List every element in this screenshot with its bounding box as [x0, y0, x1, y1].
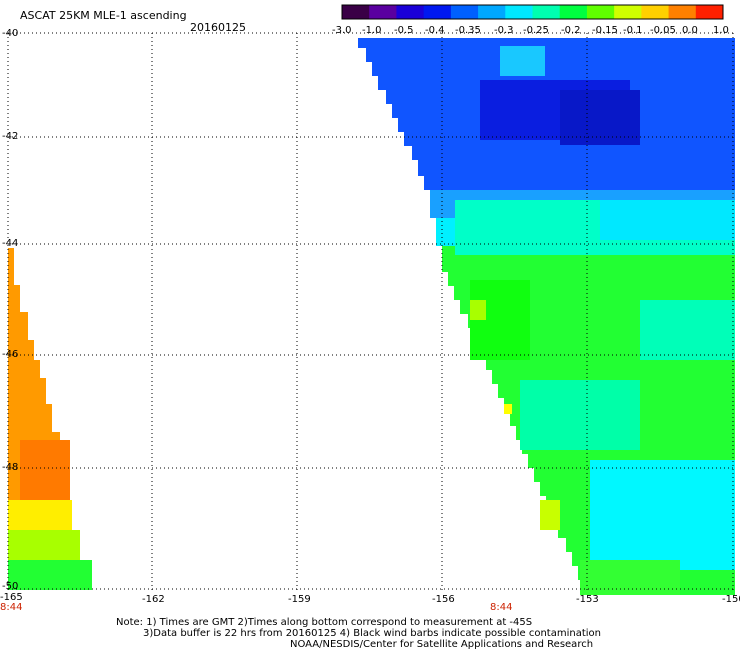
colorbar-swatch	[450, 5, 479, 19]
east-swath	[358, 38, 735, 595]
swath-yellow-band	[8, 500, 72, 530]
lat-label: -48	[2, 462, 19, 473]
colorbar-swatch	[423, 5, 452, 19]
colorbar-swatch	[369, 5, 397, 19]
cb-tick-1: -1.0	[362, 25, 382, 36]
lon-label: -153	[576, 594, 599, 605]
swath-yellow-patch	[504, 404, 512, 414]
colorbar-swatch	[641, 5, 670, 19]
swath-yellow-green-band	[8, 530, 80, 560]
colorbar-swatches	[342, 5, 724, 19]
swath-aqua-patch	[520, 380, 640, 450]
cb-tick-4: -0.35	[455, 25, 481, 36]
colorbar-swatch	[614, 5, 642, 19]
colorbar-swatch	[342, 5, 370, 19]
lat-label: -44	[2, 238, 19, 249]
west-swath	[8, 248, 92, 590]
colorbar-swatch	[586, 5, 615, 19]
time-label: 8:44	[0, 602, 23, 613]
cb-tick-2: -0.5	[394, 25, 414, 36]
note-line-2: 3)Data buffer is 22 hrs from 20160125 4)…	[143, 628, 601, 639]
lat-label: -50	[2, 581, 19, 592]
cb-tick-11: 0.0	[682, 25, 698, 36]
cb-tick-8: -0.15	[592, 25, 618, 36]
swath-deep-blue-patch	[560, 90, 640, 145]
colorbar-swatch	[695, 5, 724, 19]
colorbar	[341, 4, 724, 20]
date-label: 20160125	[190, 21, 246, 34]
swath-yellow-green-patch	[470, 300, 486, 320]
cb-tick-10: -0.05	[650, 25, 676, 36]
swath-yellow-green-patch	[540, 500, 560, 530]
cb-tick-0: -3.0	[332, 25, 352, 36]
cb-tick-6: -0.25	[523, 25, 549, 36]
lat-label: -42	[2, 131, 19, 142]
cb-tick-12: 1.0	[713, 25, 729, 36]
swath-orange-band	[8, 248, 70, 500]
lat-label: -46	[2, 349, 19, 360]
lon-label: -162	[142, 594, 165, 605]
colorbar-swatch	[532, 5, 561, 19]
swath-green-patch	[580, 560, 680, 595]
colorbar-swatch	[396, 5, 425, 19]
lat-label: -40	[2, 28, 19, 39]
swath-cyan-patch	[500, 46, 545, 76]
swath-aqua-patch	[640, 300, 735, 360]
map-swath-data	[8, 38, 735, 595]
colorbar-swatch	[668, 5, 697, 19]
swath-cyan-patch	[590, 460, 735, 570]
lon-label: -159	[288, 594, 311, 605]
colorbar-swatch	[505, 5, 533, 19]
lon-label: -150	[722, 594, 740, 605]
product-title: ASCAT 25KM MLE-1 ascending	[20, 9, 187, 22]
colorbar-swatch	[559, 5, 588, 19]
swath-cyan-patch	[600, 200, 735, 240]
lon-label: -165	[0, 592, 23, 603]
cb-tick-3: -0.4	[425, 25, 445, 36]
cb-tick-7: -0.2	[561, 25, 581, 36]
swath-dark-orange-patch	[20, 440, 70, 500]
cb-tick-5: -0.3	[494, 25, 514, 36]
map-grid	[7, 32, 735, 590]
swath-green-band	[8, 560, 92, 590]
colorbar-swatch	[478, 5, 506, 19]
credit-line: NOAA/NESDIS/Center for Satellite Applica…	[290, 639, 594, 650]
lon-label: -156	[432, 594, 455, 605]
time-label: 8:44	[490, 602, 513, 613]
cb-tick-9: -0.1	[623, 25, 643, 36]
note-line-1: Note: 1) Times are GMT 2)Times along bot…	[116, 617, 533, 628]
